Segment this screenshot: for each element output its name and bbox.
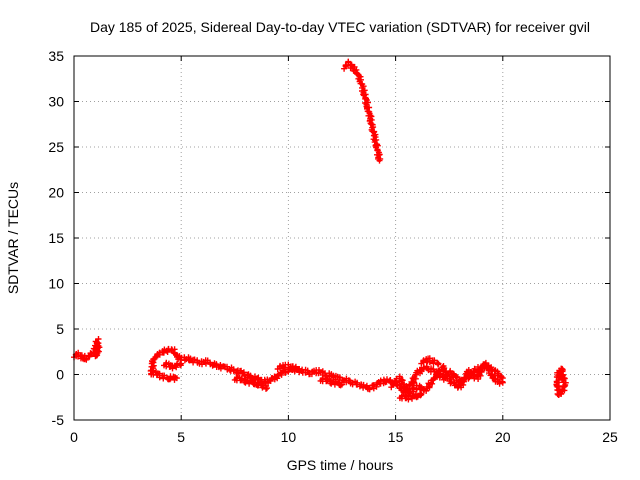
data-point-cluster [161, 359, 185, 372]
x-tick-label: 25 [602, 429, 618, 445]
y-tick-label: 10 [48, 276, 64, 292]
data-point-cluster [396, 390, 425, 403]
x-tick-label: 0 [70, 429, 78, 445]
y-tick-label: -5 [52, 412, 65, 428]
y-tick-label: 30 [48, 94, 64, 110]
data-point-cluster [274, 361, 303, 373]
x-tick-label: 15 [388, 429, 404, 445]
data-point-cluster [317, 375, 345, 389]
x-axis-label: GPS time / hours [287, 457, 394, 473]
data-point-cluster [341, 58, 384, 164]
axes: 0 5 10 15 20 25 -5 0 5 10 15 20 25 30 35 [48, 48, 618, 445]
y-tick-label: 20 [48, 185, 64, 201]
grid [74, 56, 610, 420]
data-point-cluster [231, 374, 270, 392]
data-series [71, 58, 569, 403]
y-tick-label: 5 [56, 321, 64, 337]
y-tick-label: 35 [48, 48, 64, 64]
data-point-cluster [553, 365, 569, 398]
y-axis-label: SDTVAR / TECUs [5, 182, 21, 294]
x-tick-label: 20 [495, 429, 511, 445]
y-tick-label: 25 [48, 139, 64, 155]
x-tick-label: 5 [177, 429, 185, 445]
data-point-cluster [418, 355, 442, 368]
x-tick-label: 10 [281, 429, 297, 445]
y-tick-label: 15 [48, 230, 64, 246]
chart-title: Day 185 of 2025, Sidereal Day-to-day VTE… [90, 19, 590, 35]
data-point-cluster [148, 368, 180, 383]
data-point-cluster [388, 359, 506, 398]
y-tick-label: 0 [56, 367, 64, 383]
